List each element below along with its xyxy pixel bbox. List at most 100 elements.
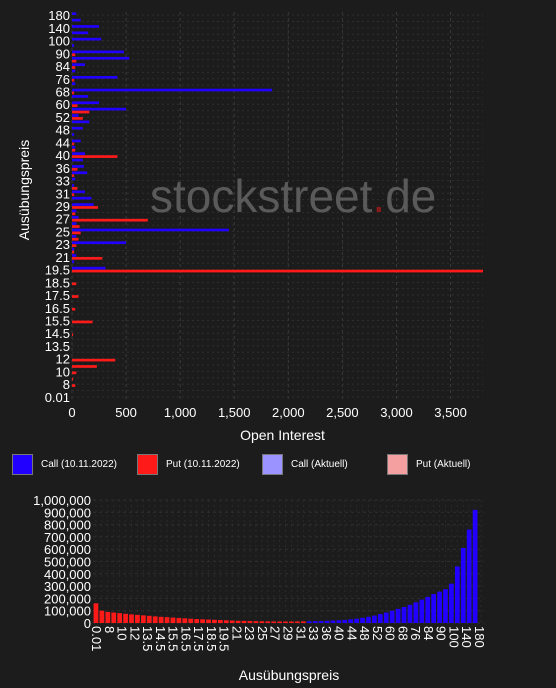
y-tick-label: 40 [56, 148, 70, 163]
volume-bar [419, 599, 425, 623]
x-tick-label: 0.01 [89, 626, 104, 651]
call-bar [72, 247, 75, 251]
volume-bar [395, 608, 401, 623]
call-bar [72, 44, 75, 47]
x-tick-label: 27 [268, 626, 283, 640]
legend-swatch-put-current [387, 453, 408, 475]
volume-bar [271, 621, 277, 623]
put-bar [72, 269, 483, 273]
volume-bar [466, 529, 472, 623]
put-bar [72, 320, 93, 324]
put-bar [72, 307, 76, 311]
x-tick-label: 21 [229, 626, 244, 640]
volume-bar [443, 589, 448, 623]
put-bar [72, 212, 76, 216]
call-bar [72, 260, 75, 264]
x-tick-label: 2,500 [326, 405, 359, 420]
volume-bar [105, 611, 111, 623]
legend-swatch-put-2022 [137, 453, 158, 475]
call-bar [72, 25, 100, 28]
y-tick-label: 17.5 [45, 288, 70, 303]
call-bar [72, 107, 127, 111]
volume-bar [300, 621, 306, 623]
y-tick-label: 90 [56, 46, 70, 61]
y-tick-label: 52 [56, 110, 70, 125]
put-bar [72, 187, 78, 190]
legend-item-put-2022[interactable]: Put (10.11.2022) [137, 452, 240, 476]
volume-bar [389, 610, 395, 623]
call-bar [72, 120, 90, 124]
volume-bar [318, 621, 324, 623]
y-tick-label: 100 [48, 34, 70, 49]
x-tick-label: 1,500 [218, 405, 251, 420]
legend-label-put-2022: Put (10.11.2022) [166, 458, 240, 470]
volume-bar [176, 617, 182, 623]
call-bar [72, 50, 124, 54]
call-bar [72, 190, 85, 194]
volume-bar [241, 620, 247, 623]
volume-bar [218, 620, 223, 623]
y-tick-label: 800,000 [44, 518, 91, 533]
volume-bar [259, 621, 265, 623]
y-tick-label: 0.01 [45, 390, 70, 405]
volume-bar [449, 583, 454, 623]
volume-bar [360, 617, 365, 623]
volume-bar [135, 614, 140, 623]
x-tick-label: 2,000 [272, 405, 305, 420]
y-tick-label: 1,000,000 [33, 493, 91, 508]
x-tick-label: 10 [115, 626, 130, 640]
put-bar [72, 117, 83, 120]
y-tick-label: 100,000 [44, 604, 91, 619]
volume-bar [200, 619, 205, 623]
volume-bar [330, 620, 336, 623]
legend-item-put-current[interactable]: Put (Aktuell) [387, 452, 470, 476]
call-bar [72, 63, 85, 66]
call-bar [72, 126, 83, 130]
y-tick-label: 84 [56, 59, 70, 74]
x-axis-title: Open Interest [240, 427, 325, 443]
x-tick-label: 15.5 [166, 626, 181, 651]
x-tick-label: 68 [395, 626, 410, 640]
y-tick-label: 18.5 [45, 275, 70, 290]
put-bar [72, 91, 75, 95]
y-tick-label: 180 [48, 8, 70, 23]
put-bar [72, 333, 74, 337]
legend-item-call-2022[interactable]: Call (10.11.2022) [12, 452, 117, 476]
y-tick-label: 25 [56, 224, 70, 239]
volume-bar [354, 618, 359, 623]
legend-item-call-current[interactable]: Call (Aktuell) [262, 452, 348, 476]
volume-bar [324, 620, 330, 623]
x-tick-label: 40 [332, 626, 347, 640]
y-tick-label: 27 [56, 212, 70, 227]
call-bar [72, 101, 100, 105]
volume-bar [206, 619, 211, 623]
x-tick-label: 31 [293, 626, 308, 640]
watermark-tld: de [385, 170, 436, 222]
volume-bar [152, 616, 158, 623]
volume-bar [247, 621, 253, 623]
put-bar [72, 384, 76, 387]
x-tick-label: 60 [383, 626, 398, 640]
legend-swatch-call-current [262, 453, 283, 475]
y-tick-label: 600,000 [44, 542, 91, 557]
volume-bar [253, 621, 259, 623]
x-tick-label: 18.5 [204, 626, 219, 651]
x-tick-label: 90 [434, 626, 449, 640]
put-bar [72, 237, 79, 241]
call-bar [72, 196, 92, 200]
legend-label-call-current: Call (Aktuell) [291, 458, 348, 470]
x-tick-label: 14.5 [153, 626, 168, 651]
legend-label-call-2022: Call (10.11.2022) [41, 458, 117, 470]
call-bar [72, 56, 130, 60]
volume-bar [383, 612, 389, 623]
x-tick-label: 16.5 [178, 626, 193, 651]
volume-bar [472, 509, 478, 623]
x-axis-title: Ausübungspreis [239, 667, 339, 683]
x-tick-label: 52 [370, 626, 385, 640]
y-tick-label: 10 [56, 364, 70, 379]
put-bar [72, 250, 75, 254]
y-tick-label: 8 [63, 377, 70, 392]
call-bar [72, 158, 83, 162]
